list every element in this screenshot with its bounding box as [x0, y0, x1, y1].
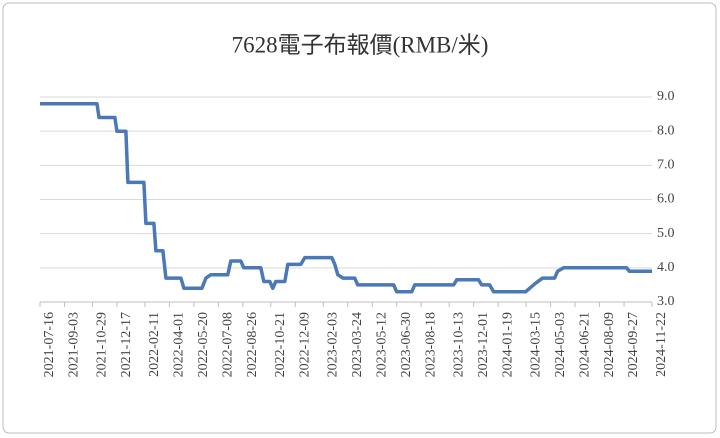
x-tick-label: 2022-05-20	[196, 312, 211, 377]
x-tick-label: 2022-08-26	[245, 312, 260, 377]
y-tick-label: 3.0	[657, 294, 675, 309]
x-tick-label: 2023-05-12	[374, 312, 389, 377]
x-tick-label: 2022-10-21	[273, 312, 288, 377]
x-tick-label: 2021-12-17	[119, 312, 134, 377]
x-tick-label: 2021-09-03	[67, 312, 82, 377]
y-tick-label: 7.0	[657, 158, 675, 173]
x-tick-label: 2022-02-11	[147, 312, 162, 377]
x-tick-label: 2023-02-03	[325, 312, 340, 377]
x-tick-label: 2024-11-22	[654, 312, 669, 377]
x-tick-label: 2024-09-27	[626, 312, 641, 377]
x-tick-label: 2023-10-13	[451, 312, 466, 377]
x-tick-label: 2022-07-08	[221, 312, 236, 377]
price-line	[40, 102, 652, 294]
x-tick-label: 2024-05-03	[553, 312, 568, 377]
chart-frame	[2, 2, 717, 434]
x-tick-label: 2024-06-21	[577, 312, 592, 377]
x-tick-label: 2023-06-30	[399, 312, 414, 377]
y-tick-label: 6.0	[657, 192, 675, 207]
chart-title: 7628電子布報價(RMB/米)	[232, 32, 489, 57]
x-tick-label: 2022-04-01	[172, 312, 187, 377]
x-tick-label: 2021-07-16	[42, 312, 57, 377]
y-tick-label: 5.0	[657, 226, 675, 241]
x-tick-label: 2023-03-24	[350, 312, 365, 377]
x-tick-label: 2022-12-09	[298, 312, 313, 377]
y-tick-label: 8.0	[657, 123, 675, 138]
x-tick-label: 2024-03-15	[528, 312, 543, 377]
y-tick-label: 4.0	[657, 260, 675, 275]
x-tick-label: 2024-08-09	[602, 312, 617, 377]
x-tick-label: 2024-01-19	[500, 312, 515, 377]
x-tick-label: 2021-10-29	[95, 312, 110, 377]
x-tick-label: 2023-08-18	[423, 312, 438, 377]
x-tick-label: 2023-12-01	[476, 312, 491, 377]
y-tick-label: 9.0	[657, 89, 675, 104]
